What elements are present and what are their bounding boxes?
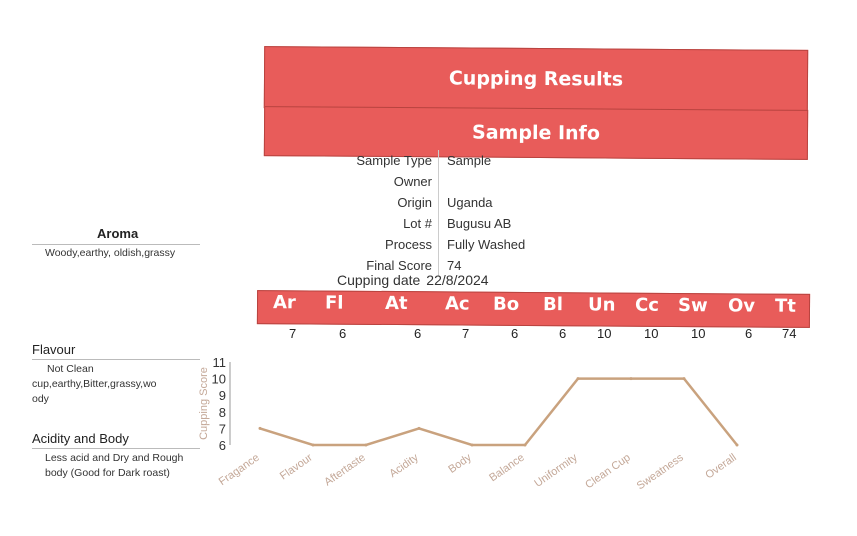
score-abbreviation-bar: Ar Fl At Ac Bo Bl Un Cc Sw Ov Tt <box>256 290 811 328</box>
x-tick-label: Aftertaste <box>322 452 367 489</box>
data-point <box>735 443 739 447</box>
abbr-total: Tt <box>774 295 796 317</box>
score-overall: 6 <box>745 326 753 341</box>
score-clean-cup: 10 <box>644 326 659 341</box>
aroma-divider <box>32 244 200 245</box>
info-value: Bugusu AB <box>447 216 512 231</box>
y-tick-label: 7 <box>219 421 226 436</box>
x-tick-label: Uniformity <box>532 451 580 490</box>
info-value: Uganda <box>447 195 493 210</box>
x-tick-label: Clean Cup <box>583 452 632 492</box>
info-row-process: Process Fully Washed <box>320 234 525 255</box>
series-line <box>259 377 738 447</box>
info-label: Lot # <box>320 213 439 234</box>
flavour-desc-line-3: ody <box>32 393 49 405</box>
y-tick-label: 9 <box>219 388 226 403</box>
y-tick-label: 6 <box>219 438 226 453</box>
y-tick-label: 8 <box>219 405 226 420</box>
info-label: Process <box>320 234 439 255</box>
score-acidity: 7 <box>462 326 470 341</box>
flavour-title: Flavour <box>32 342 76 357</box>
score-body: 6 <box>511 326 519 341</box>
abbr-sweetness: Sw <box>677 295 708 317</box>
x-tick-label: Body <box>446 451 474 475</box>
abbr-acidity: Ac <box>444 293 470 315</box>
x-tick-label: Overall <box>703 452 738 482</box>
info-row-origin: Origin Uganda <box>320 192 525 213</box>
info-row-lot: Lot # Bugusu AB <box>320 213 525 234</box>
info-value <box>439 171 447 192</box>
cupping-date: Cupping date 22/8/2024 <box>337 272 495 288</box>
abbr-flavour: Fl <box>324 292 344 314</box>
data-point <box>258 426 262 430</box>
flavour-desc-line-2: cup,earthy,Bitter,grassy,wo <box>32 378 157 390</box>
score-balance: 6 <box>559 326 567 341</box>
acidity-body-divider <box>32 448 200 449</box>
y-axis-label: Cupping Score <box>198 367 210 440</box>
info-value: 74 <box>447 258 462 273</box>
score-aroma: 7 <box>289 326 297 341</box>
acidity-body-title: Acidity and Body <box>32 431 129 446</box>
flavour-divider <box>32 359 200 360</box>
aroma-desc: Woody,earthy, oldish,grassy <box>45 247 176 259</box>
abbr-balance: Bl <box>542 294 563 316</box>
score-uniformity: 10 <box>597 326 612 341</box>
info-row-owner: Owner <box>320 171 525 192</box>
abbr-uniformity: Un <box>587 294 616 316</box>
score-aftertaste: 6 <box>414 326 422 341</box>
acidity-body-desc-line-2: body (Good for Dark roast) <box>45 467 170 479</box>
data-point <box>470 443 474 447</box>
info-value: Sample <box>447 153 492 168</box>
x-tick-label: Acidity <box>387 451 421 480</box>
flavour-desc-line-1: Not Clean <box>47 363 94 375</box>
abbr-aftertaste: At <box>384 292 408 315</box>
x-tick-label: Fragance <box>217 452 262 488</box>
score-flavour: 6 <box>339 326 347 341</box>
acidity-body-desc-line-1: Less acid and Dry and Rough <box>45 452 184 464</box>
aroma-title: Aroma <box>97 226 139 241</box>
abbr-aroma: Ar <box>272 292 296 314</box>
abbr-body: Bo <box>492 293 520 315</box>
score-sweetness: 10 <box>691 326 706 341</box>
info-row-final-score: Final Score 74 <box>320 255 525 276</box>
info-label: Sample Type <box>320 150 439 171</box>
cupping-results-banner: Cupping Results <box>263 46 809 112</box>
data-point <box>629 377 633 381</box>
info-value: Fully Washed <box>447 237 526 252</box>
info-label: Owner <box>320 171 439 192</box>
data-point <box>523 443 527 447</box>
info-row-sample-type: Sample Type Sample <box>320 150 525 171</box>
data-point <box>311 443 315 447</box>
data-point <box>364 443 368 447</box>
info-label: Origin <box>320 192 439 213</box>
cupping-date-label: Cupping date <box>337 272 421 288</box>
score-total: 74 <box>782 326 797 341</box>
info-label: Final Score <box>320 255 439 276</box>
sample-info-table: Sample Type Sample Owner Origin Uganda L… <box>320 150 525 276</box>
cupping-date-value: 22/8/2024 <box>426 272 489 288</box>
data-point <box>682 377 686 381</box>
abbr-clean-cup: Cc <box>634 294 659 316</box>
x-tick-label: Sweatness <box>635 451 686 492</box>
y-tick-label: 10 <box>212 372 226 387</box>
y-tick-label: 11 <box>213 355 227 370</box>
x-tick-label: Balance <box>487 452 526 485</box>
data-point <box>417 426 421 430</box>
x-tick-label: Flavour <box>278 451 315 482</box>
data-point <box>576 377 580 381</box>
abbr-overall: Ov <box>727 295 756 317</box>
